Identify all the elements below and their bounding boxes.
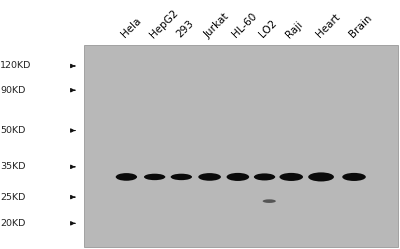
Text: Heart: Heart <box>314 12 342 40</box>
Ellipse shape <box>144 174 165 180</box>
FancyBboxPatch shape <box>84 45 398 247</box>
Text: 50KD: 50KD <box>0 126 25 135</box>
Text: 25KD: 25KD <box>0 192 25 202</box>
Ellipse shape <box>226 173 249 181</box>
Ellipse shape <box>254 173 275 181</box>
Ellipse shape <box>116 173 137 181</box>
Ellipse shape <box>342 173 366 181</box>
Text: 90KD: 90KD <box>0 86 25 95</box>
Text: 120KD: 120KD <box>0 62 31 70</box>
Ellipse shape <box>280 173 303 181</box>
Text: 293: 293 <box>174 19 195 40</box>
Ellipse shape <box>198 173 221 181</box>
Text: Hela: Hela <box>119 16 143 40</box>
Text: HepG2: HepG2 <box>148 8 180 40</box>
Ellipse shape <box>263 199 276 203</box>
Text: 20KD: 20KD <box>0 219 25 228</box>
Text: HL-60: HL-60 <box>231 11 259 40</box>
Ellipse shape <box>171 174 192 180</box>
Text: 35KD: 35KD <box>0 162 26 171</box>
Text: Brain: Brain <box>347 13 374 40</box>
Text: LO2: LO2 <box>258 18 279 40</box>
Text: Jurkat: Jurkat <box>202 11 231 40</box>
Text: Raji: Raji <box>284 19 305 40</box>
Ellipse shape <box>308 172 334 182</box>
